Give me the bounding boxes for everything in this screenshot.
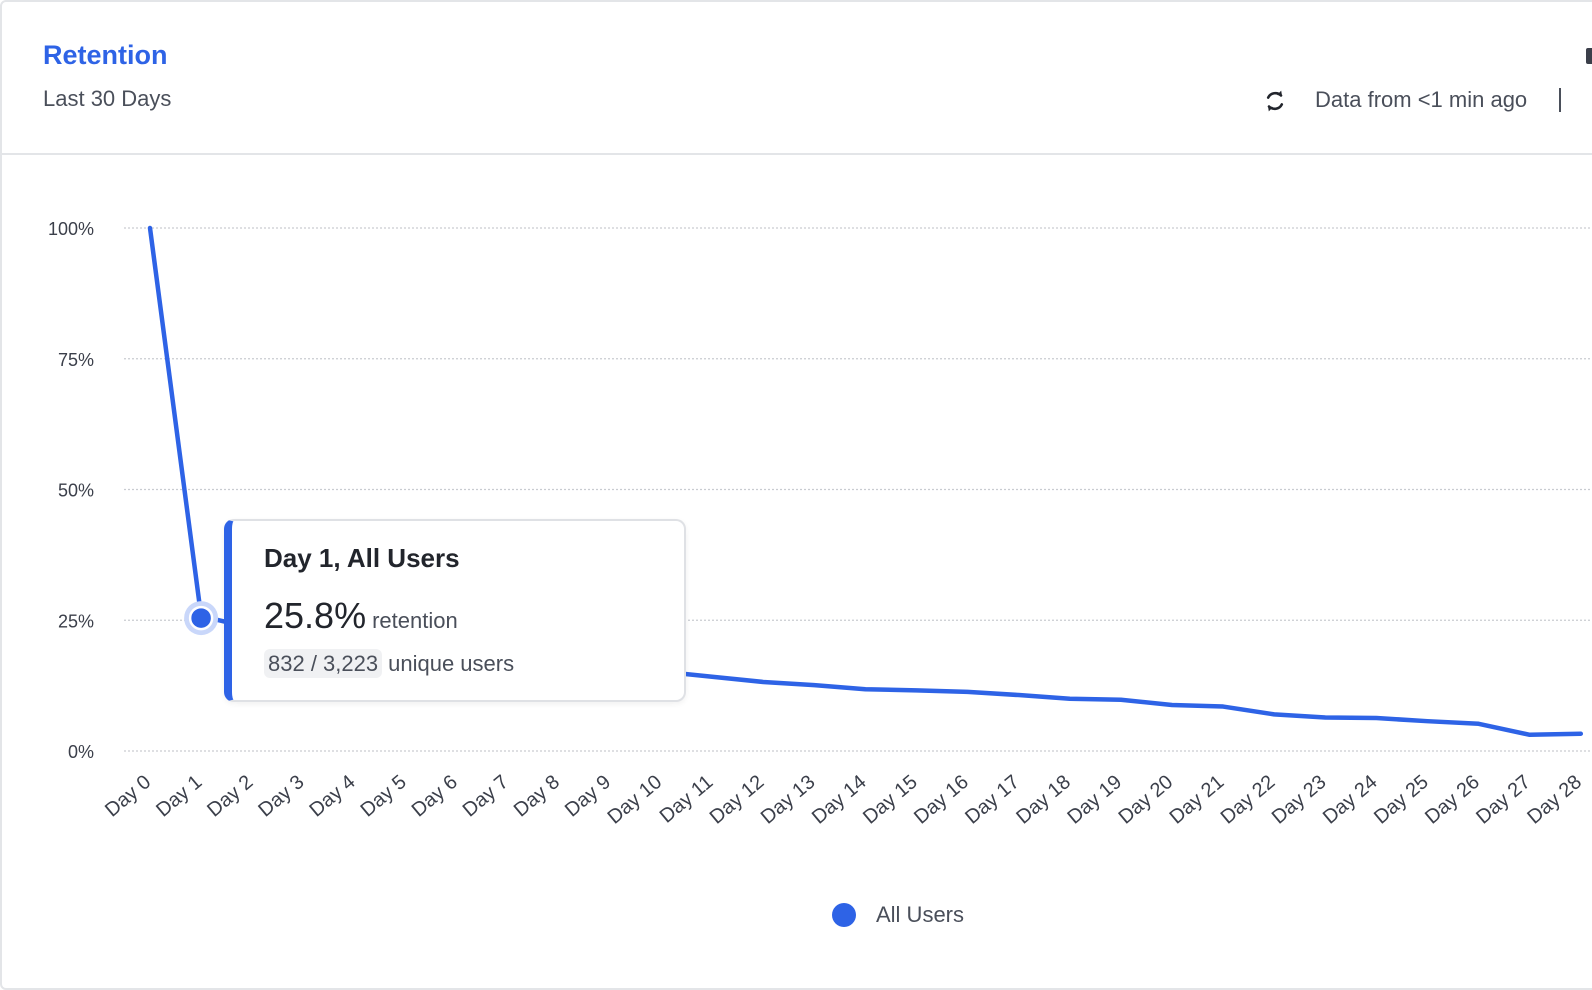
chart-title[interactable]: Retention	[43, 40, 168, 70]
data-freshness-label: Data from <1 min ago	[1315, 87, 1528, 112]
y-tick-label: 0%	[68, 742, 94, 762]
header-divider	[1559, 88, 1561, 112]
x-tick-label: Day 18	[1012, 771, 1075, 829]
tooltip-retention-value: 25.8%	[264, 595, 367, 636]
x-tick-label: Day 20	[1115, 771, 1178, 829]
x-tick-label: Day 19	[1063, 771, 1126, 829]
tooltip-retention-label: retention	[372, 608, 458, 633]
refresh-icon[interactable]	[1260, 86, 1290, 116]
x-tick-label: Day 2	[203, 771, 257, 821]
hover-point	[188, 605, 214, 631]
tooltip-value-row: 25.8% retention	[264, 595, 458, 637]
tooltip-user-count: 832 / 3,223	[264, 649, 383, 678]
x-tick-label: Day 12	[706, 771, 769, 829]
x-tick-label: Day 21	[1166, 771, 1229, 829]
x-tick-label: Day 16	[910, 771, 973, 829]
x-tick-label: Day 13	[757, 771, 820, 829]
x-tick-label: Day 27	[1472, 771, 1535, 829]
x-tick-label: Day 17	[961, 771, 1024, 829]
x-tick-label: Day 0	[101, 771, 155, 821]
tooltip-title: Day 1, All Users	[264, 543, 460, 573]
x-tick-label: Day 6	[408, 771, 462, 821]
y-tick-label: 50%	[58, 481, 94, 501]
x-tick-label: Day 22	[1217, 771, 1280, 829]
tooltip-users-row: 832 / 3,223 unique users	[264, 649, 515, 678]
chart-tooltip: Day 1, All Users 25.8% retention 832 / 3,…	[224, 519, 686, 702]
legend-marker	[832, 903, 856, 927]
x-tick-label: Day 11	[656, 771, 718, 828]
date-range-label: Last 30 Days	[43, 86, 172, 111]
x-tick-label: Day 1	[152, 771, 206, 821]
y-tick-label: 75%	[58, 350, 94, 370]
y-tick-label: 25%	[58, 611, 94, 631]
x-tick-label: Day 28	[1523, 771, 1586, 829]
tooltip-user-count-label: unique users	[388, 651, 515, 676]
legend-label-all-users: All Users	[876, 902, 965, 927]
x-tick-label: Day 25	[1370, 771, 1433, 829]
x-tick-label: Day 10	[604, 771, 667, 829]
x-tick-label: Day 24	[1319, 771, 1382, 829]
y-tick-label: 100%	[48, 219, 94, 239]
x-tick-label: Day 14	[808, 771, 871, 829]
x-tick-label: Day 8	[510, 771, 564, 821]
x-tick-label: Day 3	[254, 771, 308, 821]
x-tick-label: Day 23	[1268, 771, 1331, 829]
x-tick-label: Day 5	[357, 771, 411, 821]
x-tick-label: Day 7	[459, 771, 513, 821]
chart-legend[interactable]: All Users	[832, 902, 964, 928]
x-tick-label: Day 4	[305, 771, 359, 821]
x-tick-label: Day 26	[1421, 771, 1484, 829]
x-tick-label: Day 15	[859, 771, 922, 829]
card-header: Retention Last 30 Days Data from <1 min …	[2, 2, 1592, 155]
menu-icon[interactable]	[1586, 48, 1592, 64]
